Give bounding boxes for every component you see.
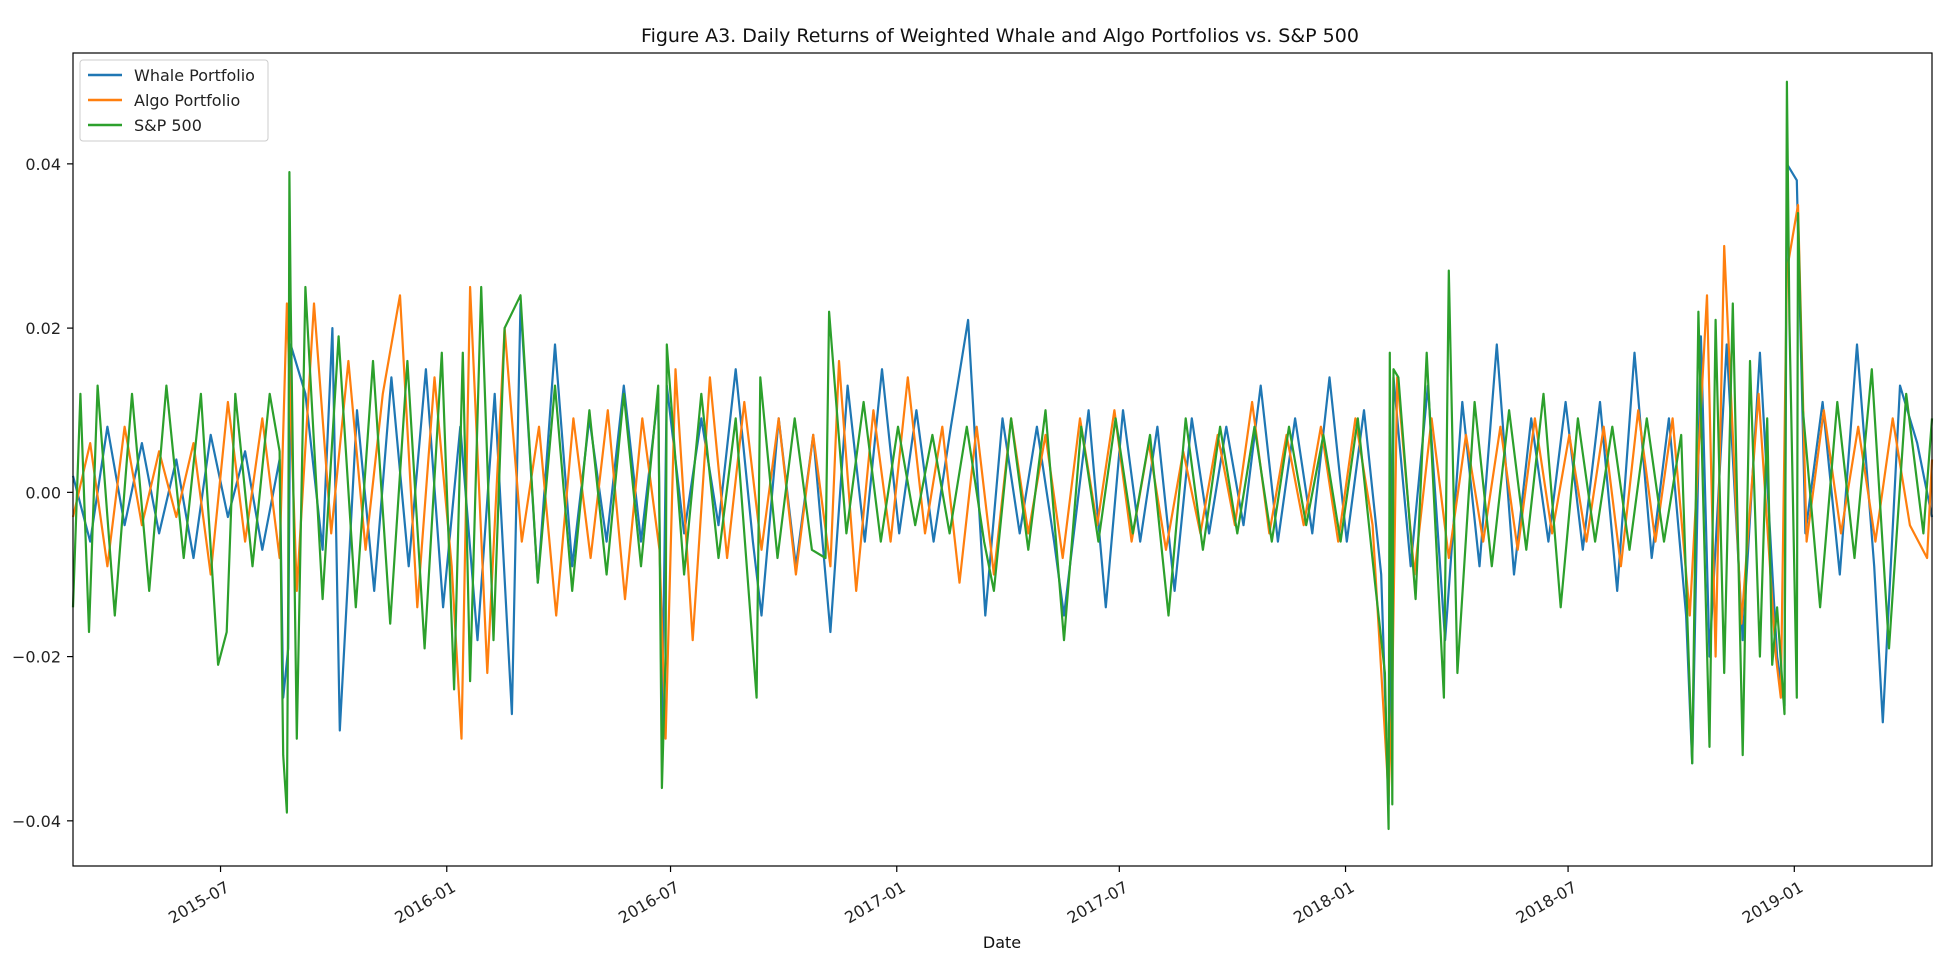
x-tick-label: 2016-01	[391, 877, 458, 927]
y-tick-label: −0.04	[12, 812, 61, 831]
legend-items: Whale Portfolio Algo Portfolio S&P 500	[88, 66, 255, 135]
x-tick-label: 2017-07	[1064, 877, 1131, 927]
y-tick-label: −0.02	[12, 648, 61, 667]
x-tick-label: 2018-01	[1290, 877, 1357, 927]
plot-frame	[72, 52, 1933, 867]
y-tick-label: 0.02	[25, 319, 61, 338]
x-tick-label: 2019-01	[1739, 877, 1806, 927]
legend-label-2: Algo Portfolio	[134, 91, 240, 110]
x-tick-label: 2015-07	[165, 877, 232, 927]
legend-box	[79, 59, 269, 142]
y-tick-label: 0.04	[25, 155, 61, 174]
legend: Whale Portfolio Algo Portfolio S&P 500	[79, 59, 269, 142]
series-line-1	[71, 162, 1934, 806]
x-axis: 2015-07 2016-01 2016-07 2017-01 2017-07 2018-…	[165, 866, 1806, 927]
plot-background	[73, 53, 1932, 866]
series-line-3	[71, 80, 1934, 831]
x-tick-label: 2018-07	[1513, 877, 1580, 927]
legend-label-3: S&P 500	[134, 116, 202, 135]
y-tick-label: 0.00	[25, 483, 61, 502]
plot-area	[71, 52, 1934, 867]
chart-title: Figure A3. Daily Returns of Weighted Wha…	[641, 25, 1359, 47]
y-axis: 0.04 0.02 0.00 −0.02 −0.04	[12, 155, 73, 831]
x-tick-label: 2017-01	[841, 877, 908, 927]
series-layer	[71, 80, 1934, 831]
x-axis-label: Date	[983, 933, 1021, 952]
legend-label-1: Whale Portfolio	[134, 66, 255, 85]
x-tick-label: 2016-07	[615, 877, 682, 927]
